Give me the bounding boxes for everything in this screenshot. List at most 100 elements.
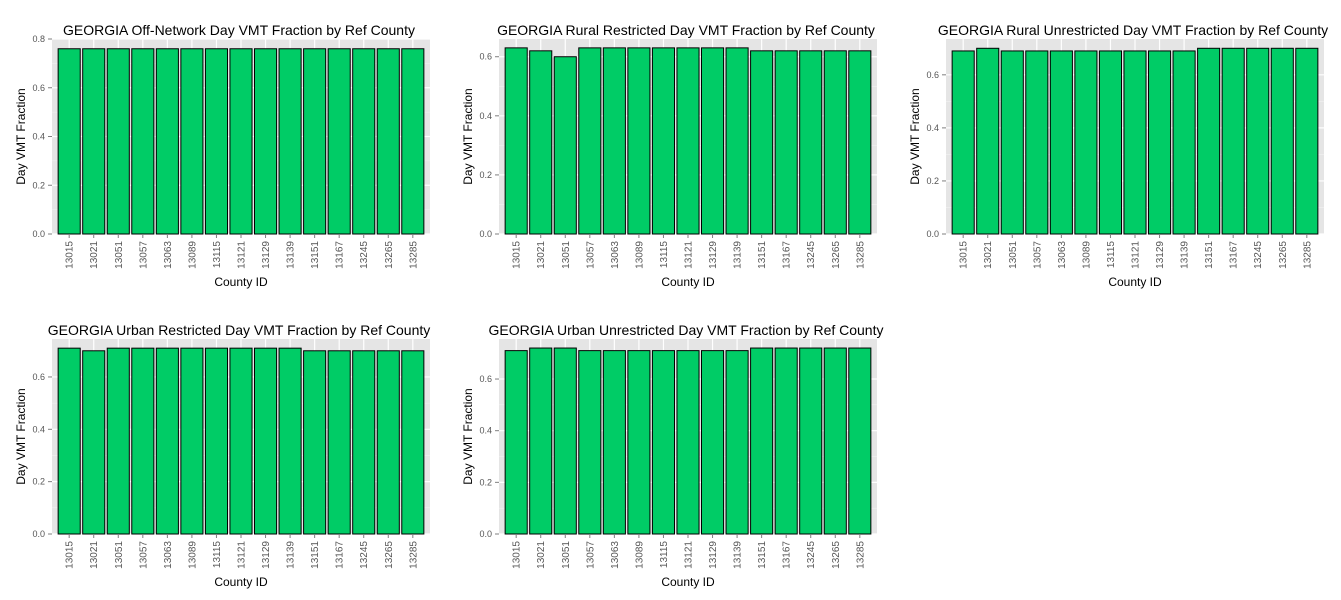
bar-13265 xyxy=(823,347,847,535)
bar-13139 xyxy=(725,47,749,235)
bar-13129 xyxy=(701,47,725,235)
bar-13051 xyxy=(1000,50,1024,235)
x-tick-label: 13015 xyxy=(512,541,523,569)
bar-13021 xyxy=(82,350,106,535)
x-tick-label: 13089 xyxy=(634,541,645,569)
x-tick-label: 13129 xyxy=(708,541,719,569)
bar-13057 xyxy=(578,350,602,535)
y-axis-label: Day VMT Fraction xyxy=(908,88,922,184)
bar-13129 xyxy=(1148,50,1172,235)
x-tick-label: 13115 xyxy=(659,541,670,569)
y-tick-label: 0.4 xyxy=(32,424,45,434)
x-axis-label: County ID xyxy=(214,575,268,589)
chart-panel-rural-restricted: 0.0 0.2 0.4 0.6 13015 13021 13051 13057 13063 130… xyxy=(447,0,887,300)
x-tick-label: 13265 xyxy=(384,241,395,269)
x-tick-label: 13139 xyxy=(286,541,297,569)
bar-13167 xyxy=(774,347,798,535)
bar-13051 xyxy=(106,347,130,535)
bar-13115 xyxy=(204,48,228,235)
bar-13121 xyxy=(229,347,253,535)
chart-svg: 0.0 0.2 0.4 0.6 13015 13021 13051 13057 13063 130… xyxy=(14,322,431,589)
x-tick-label: 13129 xyxy=(261,541,272,569)
bar-13245 xyxy=(1246,47,1270,235)
bar-13063 xyxy=(602,350,626,535)
bar-13285 xyxy=(1295,47,1319,235)
bar-13051 xyxy=(106,48,130,235)
x-axis-label: County ID xyxy=(661,575,715,589)
x-tick-label: 13167 xyxy=(335,241,346,269)
y-tick-label: 0.0 xyxy=(32,229,45,239)
x-axis-label: County ID xyxy=(661,275,715,289)
x-tick-label: 13265 xyxy=(1278,241,1289,269)
bar-13167 xyxy=(774,50,798,235)
x-tick-label: 13121 xyxy=(684,541,695,569)
bar-13015 xyxy=(951,50,975,235)
chart-title: GEORGIA Urban Restricted Day VMT Fractio… xyxy=(48,322,431,338)
x-tick-label: 13063 xyxy=(1057,241,1068,269)
bar-13285 xyxy=(401,350,425,535)
y-tick-label: 0.8 xyxy=(32,34,45,44)
bar-13151 xyxy=(1197,47,1221,235)
bar-13245 xyxy=(799,50,823,235)
x-tick-label: 13265 xyxy=(831,541,842,569)
x-tick-label: 13139 xyxy=(733,541,744,569)
bar-13139 xyxy=(1172,50,1196,235)
bar-13063 xyxy=(155,48,179,235)
y-tick-label: 0.2 xyxy=(926,176,939,186)
y-tick-label: 0.0 xyxy=(926,229,939,239)
chart-title: GEORGIA Rural Restricted Day VMT Fractio… xyxy=(497,22,875,38)
chart-panel-urban-restricted: 0.0 0.2 0.4 0.6 13015 13021 13051 13057 13063 130… xyxy=(0,300,440,600)
bar-13063 xyxy=(602,47,626,235)
bar-13015 xyxy=(504,350,528,535)
x-tick-label: 13139 xyxy=(286,241,297,269)
x-tick-label: 13051 xyxy=(114,541,125,569)
bar-13089 xyxy=(1074,50,1098,235)
y-axis-label: Day VMT Fraction xyxy=(14,388,28,484)
x-tick-label: 13021 xyxy=(89,241,100,269)
bar-13051 xyxy=(553,347,577,535)
x-tick-label: 13245 xyxy=(1253,241,1264,269)
y-tick-label: 0.0 xyxy=(32,529,45,539)
bar-13121 xyxy=(1123,50,1147,235)
bar-13139 xyxy=(725,350,749,535)
y-tick-label: 0.4 xyxy=(32,132,45,142)
x-tick-label: 13151 xyxy=(1204,241,1215,269)
bar-13151 xyxy=(750,347,774,535)
bar-13151 xyxy=(750,50,774,235)
bar-13121 xyxy=(676,47,700,235)
x-tick-label: 13051 xyxy=(1008,241,1019,269)
bar-13063 xyxy=(1049,50,1073,235)
bar-13115 xyxy=(1098,50,1122,235)
x-tick-label: 13129 xyxy=(261,241,272,269)
bar-13115 xyxy=(651,350,675,535)
x-tick-label: 13151 xyxy=(757,541,768,569)
x-tick-label: 13139 xyxy=(733,241,744,269)
x-tick-label: 13021 xyxy=(89,541,100,569)
x-tick-label: 13285 xyxy=(408,241,419,269)
bar-13285 xyxy=(401,48,425,235)
bar-13057 xyxy=(131,48,155,235)
bar-13265 xyxy=(1270,47,1294,235)
bar-13167 xyxy=(1221,47,1245,235)
bar-13129 xyxy=(254,48,278,235)
chart-panel-urban-unrestricted: 0.0 0.2 0.4 0.6 13015 13021 13051 13057 13063 130… xyxy=(447,300,887,600)
bar-13129 xyxy=(701,350,725,535)
bar-13151 xyxy=(303,350,327,535)
bar-13015 xyxy=(57,347,81,535)
chart-svg: 0.0 0.2 0.4 0.6 0.8 13015 13021 13051 13057 13063… xyxy=(14,22,430,289)
y-axis-label: Day VMT Fraction xyxy=(461,388,475,484)
y-tick-label: 0.4 xyxy=(479,111,492,121)
y-tick-label: 0.4 xyxy=(926,123,939,133)
x-tick-label: 13139 xyxy=(1180,241,1191,269)
bar-13089 xyxy=(180,347,204,535)
bar-13063 xyxy=(155,347,179,535)
bar-13245 xyxy=(799,347,823,535)
x-tick-label: 13057 xyxy=(138,241,149,269)
chart-title: GEORGIA Off-Network Day VMT Fraction by … xyxy=(63,22,415,38)
bar-13245 xyxy=(352,48,376,235)
x-tick-label: 13265 xyxy=(831,241,842,269)
bar-13021 xyxy=(82,48,106,235)
y-tick-label: 0.4 xyxy=(479,426,492,436)
chart-title: GEORGIA Urban Unrestricted Day VMT Fract… xyxy=(489,322,884,338)
y-tick-label: 0.6 xyxy=(32,372,45,382)
